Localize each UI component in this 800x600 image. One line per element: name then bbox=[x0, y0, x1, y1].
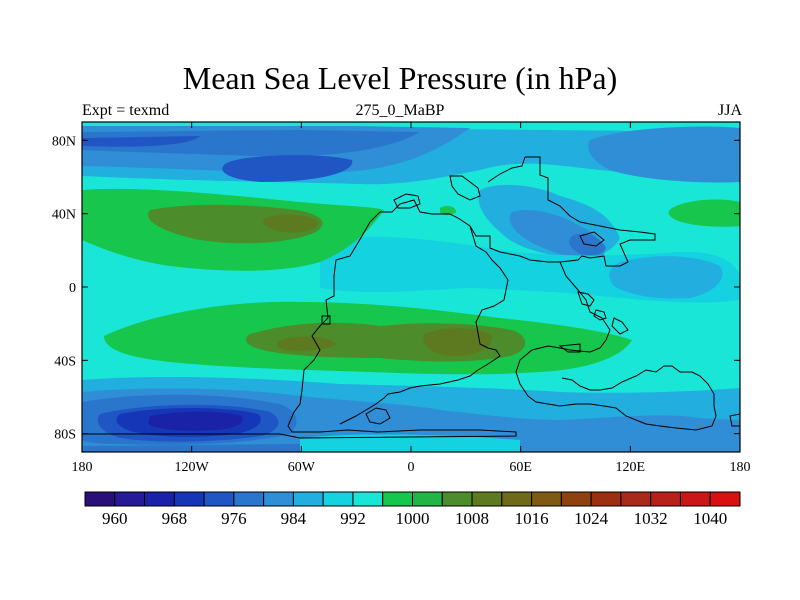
colorbar-swatch bbox=[620, 491, 652, 507]
colorbar-label: 1008 bbox=[455, 509, 489, 528]
field-north-984-east bbox=[588, 126, 740, 183]
continent-outline bbox=[82, 156, 740, 439]
colorbar-label: 1000 bbox=[396, 509, 430, 528]
lat-tick-label: 80N bbox=[52, 134, 76, 149]
chart-title: Mean Sea Level Pressure (in hPa) bbox=[182, 60, 618, 96]
lat-tick-label: 80S bbox=[54, 428, 76, 443]
field-sh-high-1020 bbox=[423, 328, 493, 356]
lon-tick-label: 60E bbox=[509, 460, 532, 475]
field-nh-high-east bbox=[668, 199, 740, 227]
colorbar-label: 984 bbox=[281, 509, 307, 528]
field-north-968-edge bbox=[82, 136, 200, 147]
lat-tick-label: 40N bbox=[52, 208, 76, 223]
lon-tick-label: 180 bbox=[730, 460, 751, 475]
colorbar-swatch bbox=[560, 491, 592, 507]
colorbar-swatch bbox=[352, 491, 384, 507]
lat-tick-label: 40S bbox=[54, 354, 76, 369]
colorbar-swatch bbox=[233, 491, 265, 507]
field-south-952 bbox=[148, 411, 243, 431]
colorbar-label: 1024 bbox=[574, 509, 609, 528]
colorbar-label: 992 bbox=[340, 509, 366, 528]
lon-tick-label: 120W bbox=[175, 460, 210, 475]
colorbar: 960 968 976 984 992 1000 1008 1016 1024 1032 1040 bbox=[84, 491, 741, 528]
colorbar-label: 960 bbox=[102, 509, 128, 528]
colorbar-swatch bbox=[412, 491, 443, 507]
experiment-label: Expt = texmd bbox=[82, 102, 170, 119]
field-equator-992-east bbox=[609, 256, 723, 299]
field-nh-high-1020 bbox=[262, 214, 318, 233]
time-period-label: 275_0_MaBP bbox=[355, 102, 445, 119]
colorbar-swatch bbox=[263, 491, 294, 507]
longitude-axis: 180 120W 60W 0 60E 120E 180 bbox=[72, 122, 751, 475]
pressure-field bbox=[82, 122, 740, 452]
colorbar-swatch bbox=[650, 491, 681, 507]
colorbar-swatch bbox=[709, 491, 741, 507]
colorbar-swatch bbox=[144, 491, 175, 507]
colorbar-swatch bbox=[441, 491, 473, 507]
lon-tick-label: 120E bbox=[616, 460, 646, 475]
field-nh-high-1016 bbox=[148, 204, 323, 244]
colorbar-swatch bbox=[203, 491, 235, 507]
latitude-axis: 80N 40N 0 40S 80S bbox=[52, 134, 740, 443]
colorbar-swatch bbox=[322, 491, 354, 507]
colorbar-label: 968 bbox=[162, 509, 188, 528]
colorbar-swatch bbox=[84, 491, 116, 507]
colorbar-swatch bbox=[114, 491, 146, 507]
field-sh-high-1020-west bbox=[276, 336, 336, 351]
lon-tick-label: 0 bbox=[408, 460, 415, 475]
colorbar-swatch bbox=[531, 491, 562, 507]
field-south-edge bbox=[82, 444, 300, 452]
colorbar-label: 976 bbox=[221, 509, 247, 528]
colorbar-swatch bbox=[679, 491, 711, 507]
colorbar-swatch bbox=[501, 491, 533, 507]
colorbar-swatch bbox=[173, 491, 205, 507]
field-antarctic-996 bbox=[300, 434, 520, 452]
colorbar-label: 1016 bbox=[515, 509, 549, 528]
lat-tick-label: 0 bbox=[69, 281, 76, 296]
lon-tick-label: 60W bbox=[288, 460, 316, 475]
colorbar-label: 1032 bbox=[634, 509, 668, 528]
field-north-968 bbox=[222, 155, 353, 182]
lon-tick-label: 180 bbox=[72, 460, 93, 475]
colorbar-label: 1040 bbox=[693, 509, 727, 528]
colorbar-swatch bbox=[471, 491, 503, 507]
colorbar-swatch bbox=[590, 491, 622, 507]
season-label: JJA bbox=[717, 102, 742, 119]
field-nh-small-high bbox=[440, 205, 456, 215]
colorbar-swatch bbox=[382, 491, 413, 507]
colorbar-swatch bbox=[292, 491, 324, 507]
